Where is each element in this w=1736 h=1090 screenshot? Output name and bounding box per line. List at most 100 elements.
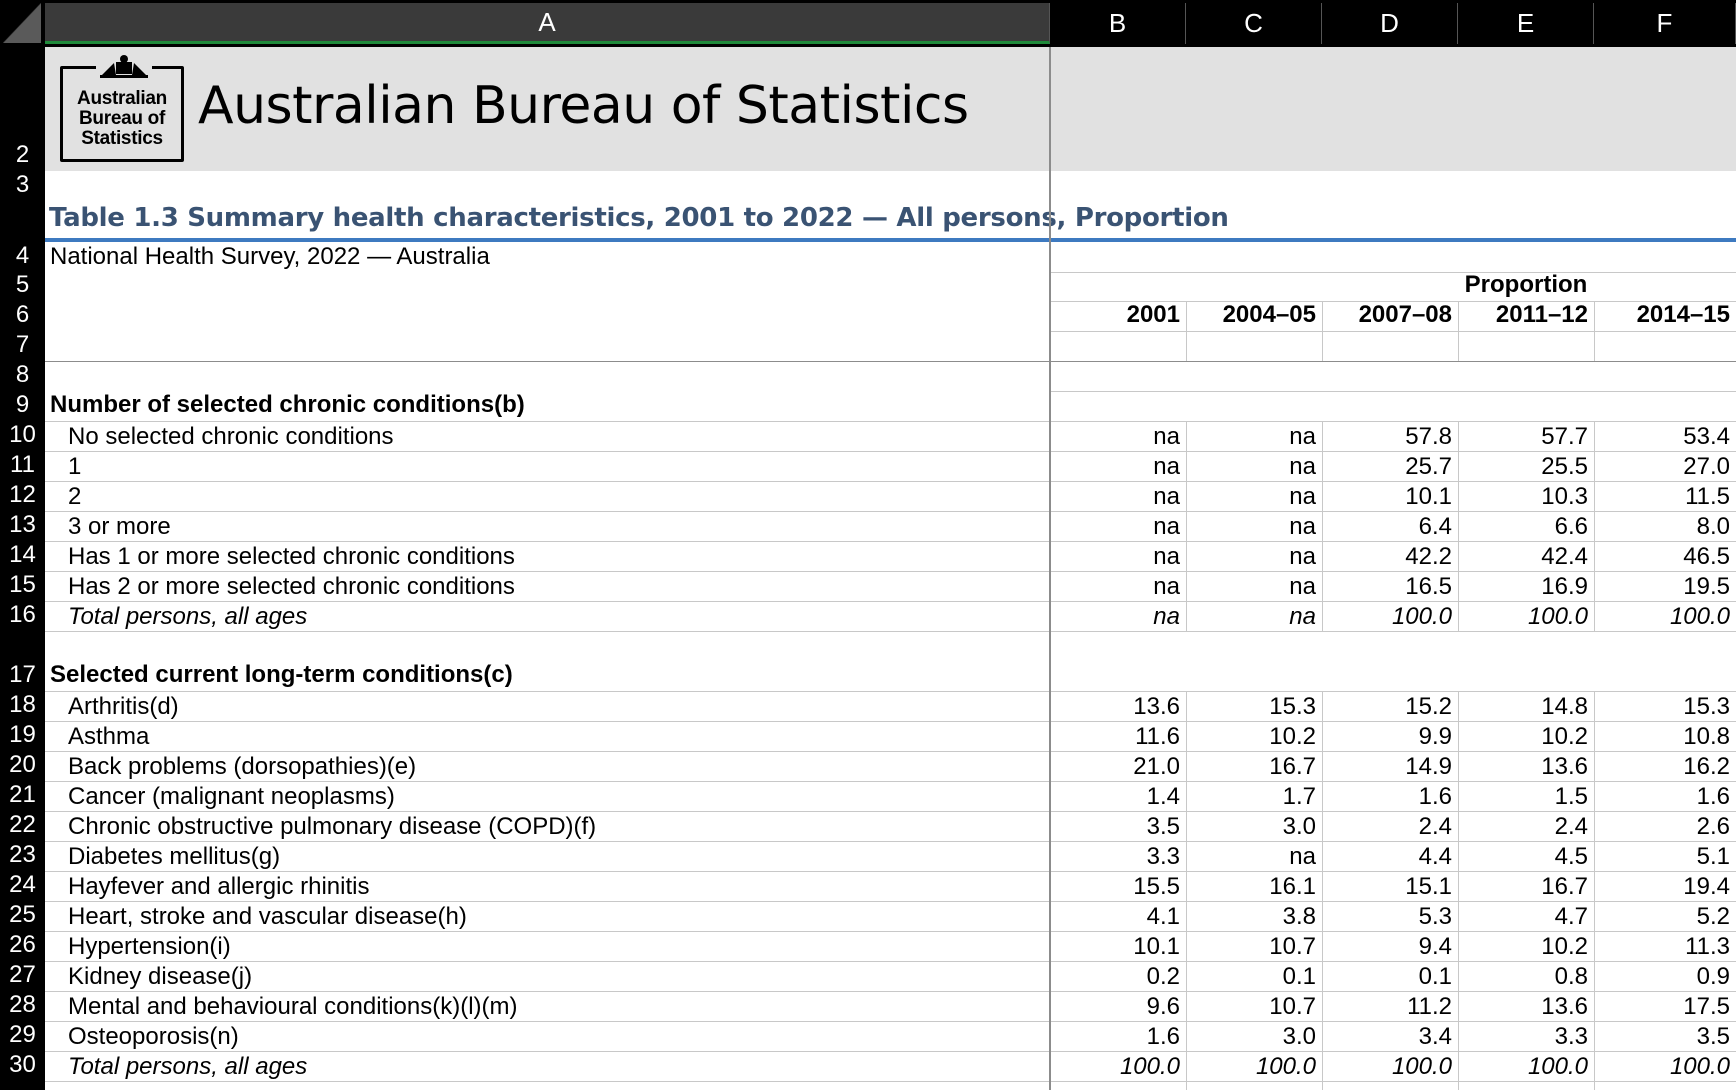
row-header-8[interactable]: 8 bbox=[15, 361, 30, 388]
data-cell[interactable]: 11.3 bbox=[1685, 933, 1730, 960]
data-cell[interactable]: 9.9 bbox=[1418, 723, 1452, 750]
data-cell[interactable]: 46.5 bbox=[1683, 543, 1730, 570]
data-cell[interactable]: 100.0 bbox=[1391, 603, 1452, 630]
data-cell[interactable]: na bbox=[1153, 453, 1180, 480]
data-cell[interactable]: 42.2 bbox=[1405, 543, 1452, 570]
row-label[interactable]: Arthritis(d) bbox=[68, 693, 179, 720]
row-label[interactable]: Hayfever and allergic rhinitis bbox=[68, 873, 370, 900]
row-label[interactable]: Chronic obstructive pulmonary disease (C… bbox=[68, 813, 597, 840]
data-cell[interactable]: 3.0 bbox=[1282, 1023, 1316, 1050]
data-cell[interactable]: na bbox=[1289, 573, 1316, 600]
row-header-5[interactable]: 5 bbox=[15, 271, 30, 298]
data-cell[interactable]: 3.8 bbox=[1282, 903, 1316, 930]
data-cell[interactable]: na bbox=[1153, 573, 1180, 600]
data-cell[interactable]: 57.7 bbox=[1541, 423, 1588, 450]
column-header-d[interactable]: D bbox=[1322, 3, 1458, 44]
data-cell[interactable]: 53.4 bbox=[1683, 423, 1730, 450]
data-cell[interactable]: 5.2 bbox=[1696, 903, 1730, 930]
data-cell[interactable]: 57.8 bbox=[1405, 423, 1452, 450]
row-label[interactable]: 1 bbox=[68, 453, 82, 480]
data-cell[interactable]: 15.1 bbox=[1405, 873, 1452, 900]
row-header-12[interactable]: 12 bbox=[9, 481, 36, 508]
row-header-26[interactable]: 26 bbox=[9, 931, 36, 958]
data-cell[interactable]: 17.5 bbox=[1683, 993, 1730, 1020]
row-header-6[interactable]: 6 bbox=[15, 301, 30, 328]
row-header-14[interactable]: 14 bbox=[9, 541, 36, 568]
row-header-13[interactable]: 13 bbox=[9, 511, 36, 538]
data-cell[interactable]: 5.3 bbox=[1418, 903, 1452, 930]
column-header-c[interactable]: C bbox=[1186, 3, 1322, 44]
data-cell[interactable]: 2.4 bbox=[1418, 813, 1452, 840]
column-header-a[interactable]: A bbox=[45, 3, 1050, 44]
data-cell[interactable]: 0.2 bbox=[1146, 963, 1180, 990]
column-header-e[interactable]: E bbox=[1458, 3, 1594, 44]
data-cell[interactable]: 16.7 bbox=[1541, 873, 1588, 900]
data-cell[interactable]: 9.4 bbox=[1418, 933, 1452, 960]
data-cell[interactable]: 0.9 bbox=[1696, 963, 1730, 990]
row-header-22[interactable]: 22 bbox=[9, 811, 36, 838]
data-cell[interactable]: 0.1 bbox=[1282, 963, 1316, 990]
data-cell[interactable]: 1.5 bbox=[1554, 783, 1588, 810]
data-cell[interactable]: na bbox=[1289, 453, 1316, 480]
data-cell[interactable]: 9.6 bbox=[1146, 993, 1180, 1020]
row-label[interactable]: No selected chronic conditions bbox=[68, 423, 394, 450]
row-label[interactable]: Osteoporosis(n) bbox=[68, 1023, 239, 1050]
data-cell[interactable]: 10.3 bbox=[1541, 483, 1588, 510]
data-cell[interactable]: 3.5 bbox=[1696, 1023, 1730, 1050]
row-header-21[interactable]: 21 bbox=[9, 781, 36, 808]
row-header-3[interactable]: 3 bbox=[15, 171, 30, 198]
data-cell[interactable]: 42.4 bbox=[1541, 543, 1588, 570]
data-cell[interactable]: 4.7 bbox=[1554, 903, 1588, 930]
data-cell[interactable]: 11.6 bbox=[1135, 723, 1180, 750]
data-cell[interactable]: 3.4 bbox=[1418, 1023, 1452, 1050]
data-cell[interactable]: na bbox=[1289, 483, 1316, 510]
data-cell[interactable]: 16.5 bbox=[1405, 573, 1452, 600]
section-heading[interactable]: Number of selected chronic conditions(b) bbox=[50, 391, 525, 418]
data-cell[interactable]: 15.3 bbox=[1269, 693, 1316, 720]
data-cell[interactable]: 6.6 bbox=[1554, 513, 1588, 540]
data-cell[interactable]: 3.3 bbox=[1554, 1023, 1588, 1050]
data-cell[interactable]: 25.7 bbox=[1405, 453, 1452, 480]
row-header-7[interactable]: 7 bbox=[15, 331, 30, 358]
row-label[interactable]: Has 1 or more selected chronic condition… bbox=[68, 543, 515, 570]
year-header[interactable]: 2004–05 bbox=[1222, 301, 1316, 328]
data-cell[interactable]: 0.1 bbox=[1418, 963, 1452, 990]
row-label[interactable]: Total persons, all ages bbox=[68, 603, 308, 630]
data-cell[interactable]: 13.6 bbox=[1541, 993, 1588, 1020]
data-cell[interactable]: na bbox=[1153, 543, 1180, 570]
row-label[interactable]: 2 bbox=[68, 483, 82, 510]
data-cell[interactable]: 0.8 bbox=[1554, 963, 1588, 990]
data-cell[interactable]: na bbox=[1289, 513, 1316, 540]
data-cell[interactable]: 100.0 bbox=[1669, 1053, 1730, 1080]
data-cell[interactable]: na bbox=[1153, 423, 1180, 450]
data-cell[interactable]: 27.0 bbox=[1683, 453, 1730, 480]
data-cell[interactable]: 10.1 bbox=[1133, 933, 1180, 960]
row-label[interactable]: Mental and behavioural conditions(k)(l)(… bbox=[68, 993, 518, 1020]
data-cell[interactable]: na bbox=[1153, 513, 1180, 540]
data-cell[interactable]: 3.0 bbox=[1282, 813, 1316, 840]
row-label[interactable]: Has 2 or more selected chronic condition… bbox=[68, 573, 515, 600]
row-label[interactable]: Kidney disease(j) bbox=[68, 963, 253, 990]
data-cell[interactable]: 100.0 bbox=[1527, 603, 1588, 630]
data-cell[interactable]: na bbox=[1289, 843, 1316, 870]
row-label[interactable]: Heart, stroke and vascular disease(h) bbox=[68, 903, 467, 930]
row-header-16[interactable]: 16 bbox=[9, 601, 36, 628]
data-cell[interactable]: na bbox=[1289, 603, 1316, 630]
row-header-17[interactable]: 17 bbox=[9, 661, 36, 688]
row-header-9[interactable]: 9 bbox=[15, 391, 30, 418]
data-cell[interactable]: 16.7 bbox=[1269, 753, 1316, 780]
row-header-24[interactable]: 24 bbox=[9, 871, 36, 898]
data-cell[interactable]: na bbox=[1289, 423, 1316, 450]
data-cell[interactable]: 10.2 bbox=[1541, 933, 1588, 960]
row-header-2[interactable]: 2 bbox=[15, 141, 30, 168]
row-header-23[interactable]: 23 bbox=[9, 841, 36, 868]
row-header-28[interactable]: 28 bbox=[9, 991, 36, 1018]
data-cell[interactable]: 13.6 bbox=[1133, 693, 1180, 720]
row-header-20[interactable]: 20 bbox=[9, 751, 36, 778]
row-label[interactable]: Diabetes mellitus(g) bbox=[68, 843, 281, 870]
data-cell[interactable]: 3.3 bbox=[1146, 843, 1180, 870]
row-label[interactable]: Asthma bbox=[68, 723, 150, 750]
data-cell[interactable]: 100.0 bbox=[1119, 1053, 1180, 1080]
data-cell[interactable]: 16.9 bbox=[1541, 573, 1588, 600]
row-label[interactable]: Hypertension(i) bbox=[68, 933, 231, 960]
